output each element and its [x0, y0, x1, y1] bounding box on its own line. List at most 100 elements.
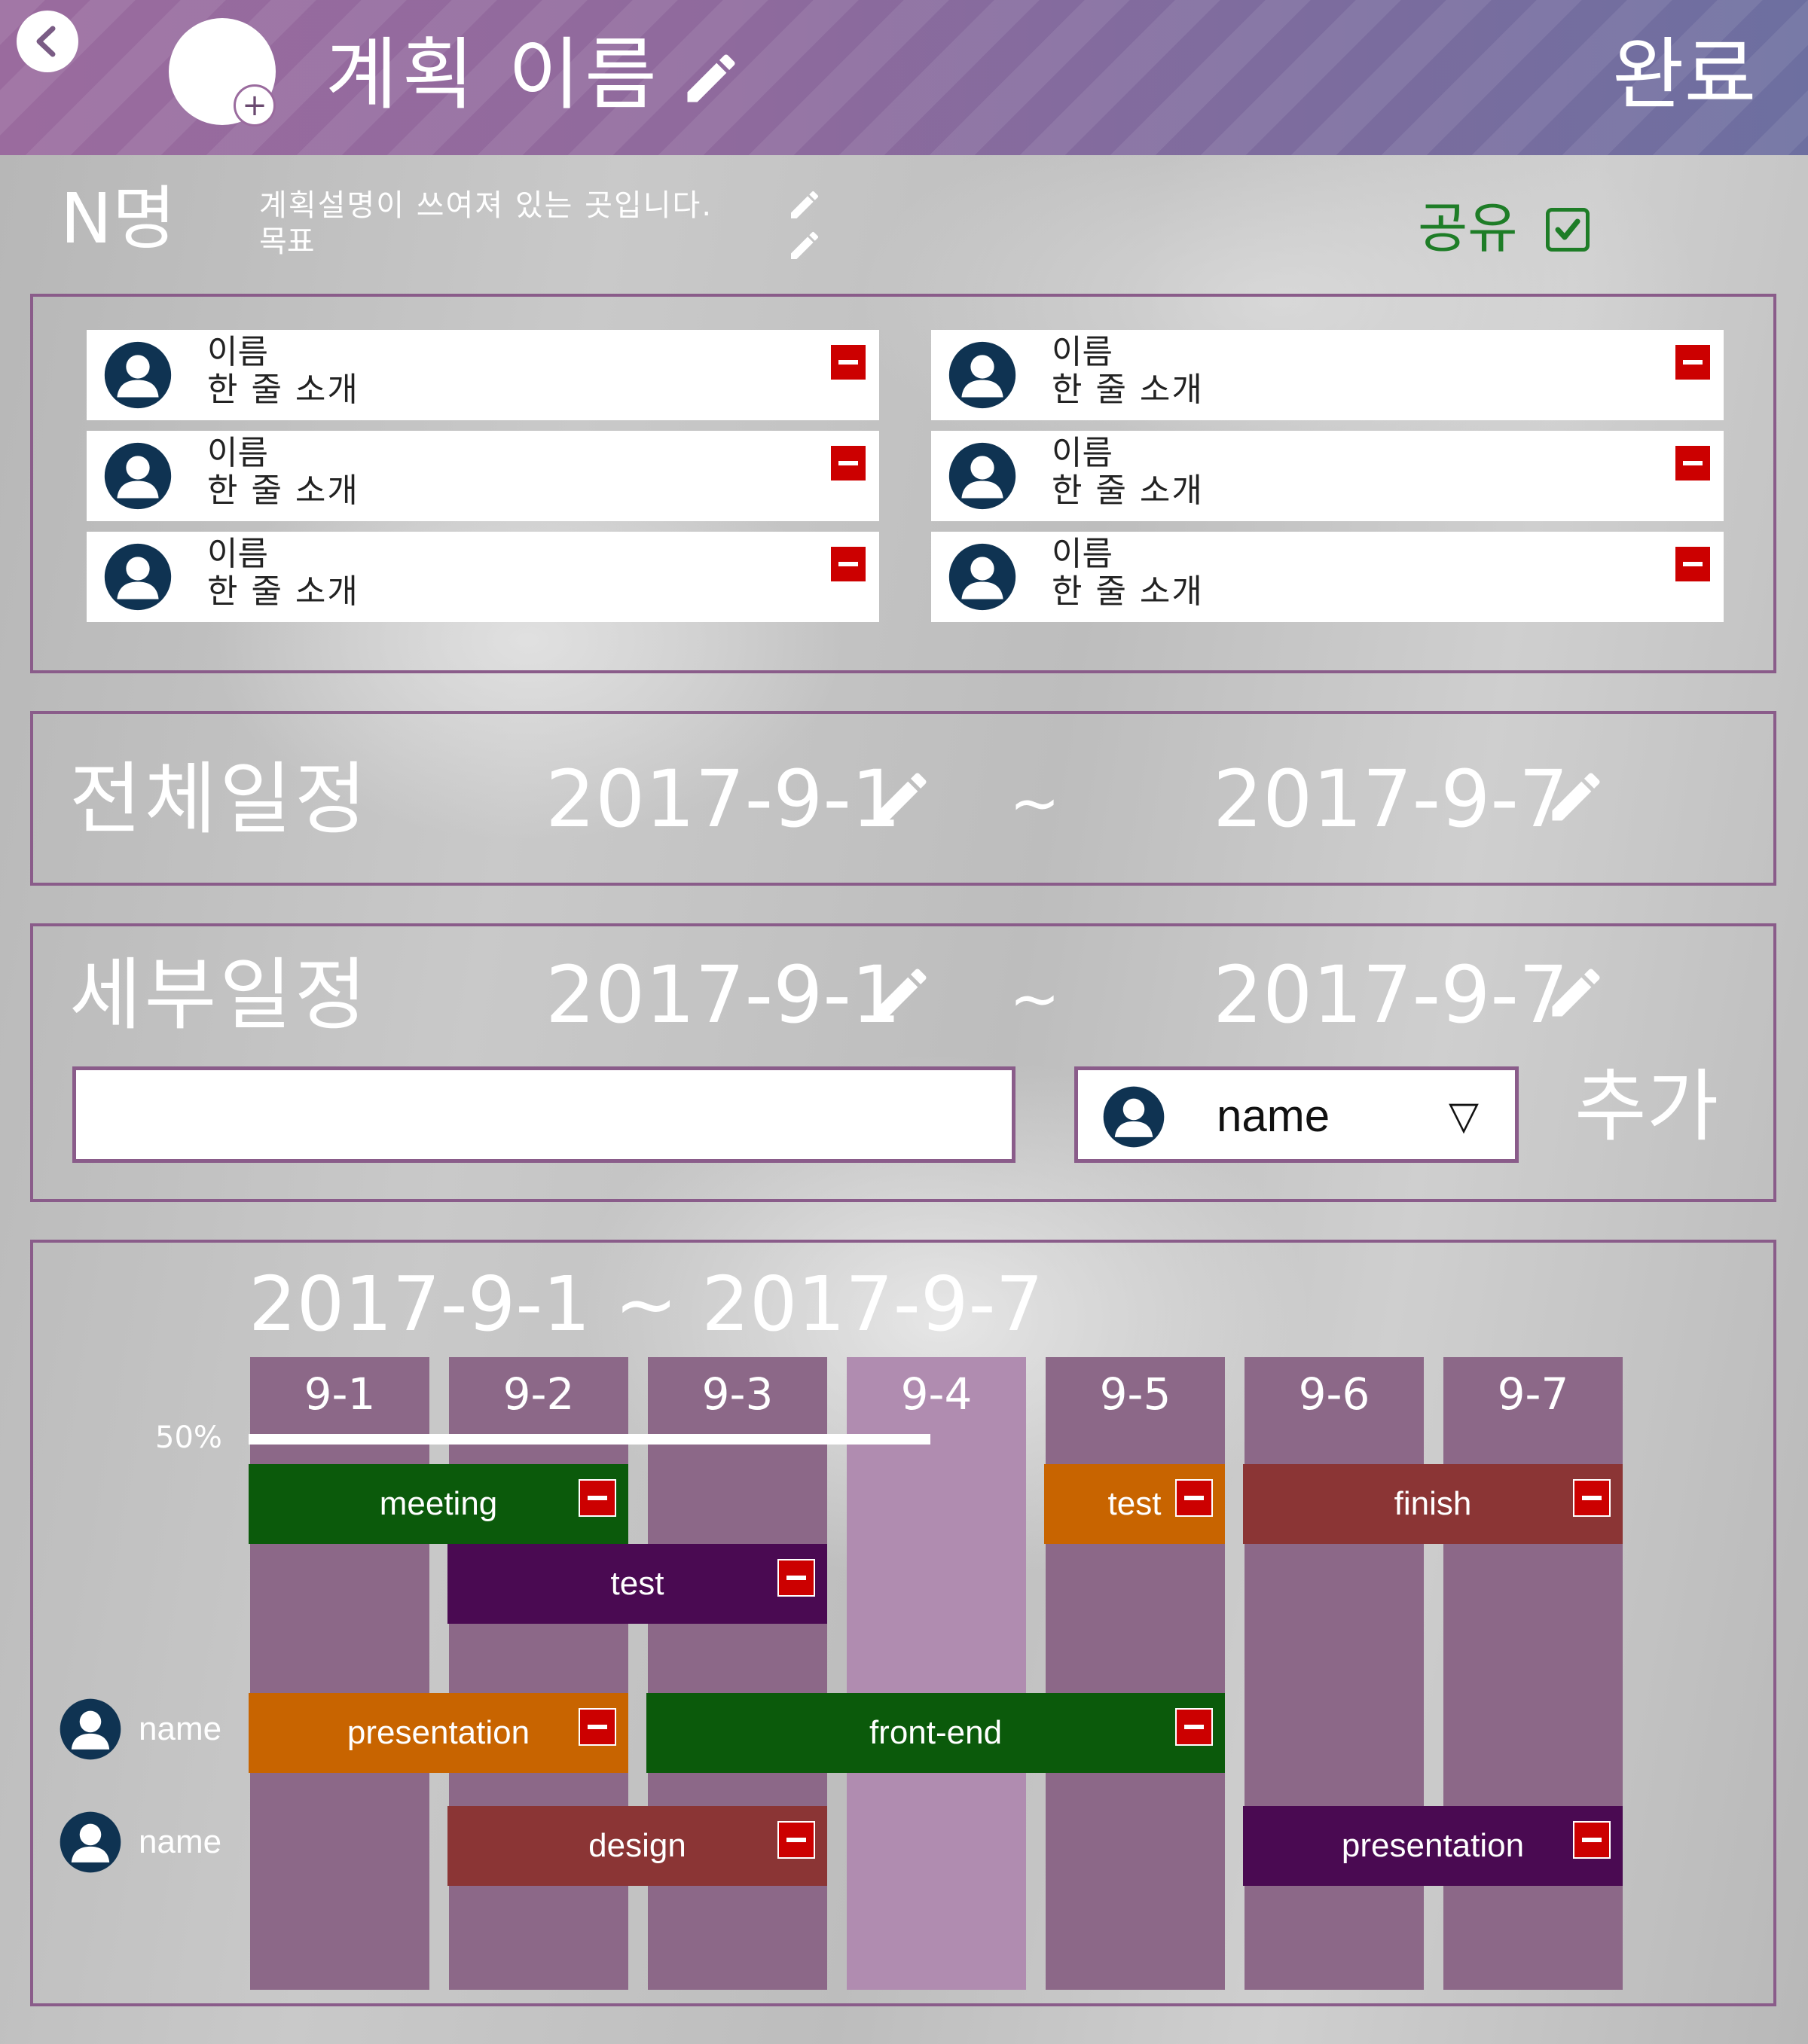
- remove-task-button[interactable]: [1175, 1479, 1213, 1517]
- task-label: presentation: [1341, 1827, 1525, 1864]
- pencil-icon: [878, 773, 927, 821]
- day-label: 9-2: [502, 1368, 575, 1420]
- task-bar[interactable]: finish: [1243, 1464, 1623, 1544]
- member-name: 이름: [1052, 333, 1113, 371]
- remove-task-button[interactable]: [579, 1479, 616, 1517]
- remove-task-button[interactable]: [1573, 1479, 1611, 1517]
- member-intro: 한 줄 소개: [207, 371, 359, 409]
- member-card[interactable]: 이름 한 줄 소개: [931, 431, 1724, 521]
- remove-task-button[interactable]: [777, 1821, 815, 1859]
- timeline-range: 2017-9-1 ~ 2017-9-7: [249, 1260, 1044, 1348]
- member-card[interactable]: 이름 한 줄 소개: [87, 330, 879, 420]
- member-name: 이름: [1052, 535, 1113, 573]
- edit-total-end-button[interactable]: [1544, 765, 1608, 831]
- detail-schedule-label: 세부일정: [69, 949, 370, 1041]
- edit-detail-start-button[interactable]: [871, 961, 934, 1027]
- task-bar[interactable]: front-end: [646, 1693, 1225, 1773]
- member-card[interactable]: 이름 한 줄 소개: [87, 431, 879, 521]
- dropdown-arrow-icon: ▽: [1449, 1094, 1479, 1139]
- task-bar[interactable]: test: [1044, 1464, 1225, 1544]
- user-avatar-icon: [60, 1698, 121, 1760]
- member-card[interactable]: 이름 한 줄 소개: [87, 532, 879, 622]
- pencil-icon: [878, 969, 927, 1017]
- task-bar[interactable]: presentation: [249, 1693, 628, 1773]
- edit-detail-end-button[interactable]: [1544, 961, 1608, 1027]
- day-label: 9-5: [1099, 1368, 1171, 1420]
- task-label: test: [610, 1565, 664, 1602]
- remove-member-button[interactable]: [1674, 343, 1712, 381]
- member-card[interactable]: 이름 한 줄 소개: [931, 330, 1724, 420]
- edit-title-button[interactable]: [680, 47, 743, 113]
- member-intro: 한 줄 소개: [1052, 471, 1204, 510]
- remove-member-button[interactable]: [1674, 545, 1712, 583]
- member-name: 이름: [207, 333, 268, 371]
- task-name-input[interactable]: [72, 1066, 1015, 1163]
- remove-member-button[interactable]: [1674, 444, 1712, 482]
- task-bar[interactable]: presentation: [1243, 1806, 1623, 1886]
- remove-task-button[interactable]: [1573, 1821, 1611, 1859]
- total-start-date: 2017-9-1: [545, 753, 902, 845]
- task-bar[interactable]: meeting: [249, 1464, 628, 1544]
- done-button[interactable]: 완료: [1612, 29, 1757, 121]
- task-label: meeting: [379, 1485, 498, 1522]
- share-label: 공유: [1418, 197, 1518, 260]
- pencil-icon: [1552, 773, 1600, 821]
- day-column: 9-1: [250, 1357, 429, 1990]
- day-label: 9-4: [900, 1368, 973, 1420]
- date-range-separator: ~: [1009, 964, 1061, 1034]
- member-name: 이름: [207, 535, 268, 573]
- detail-end-date: 2017-9-7: [1213, 949, 1569, 1041]
- task-label: design: [588, 1827, 686, 1864]
- day-column: 9-5: [1046, 1357, 1225, 1990]
- member-count: N명: [60, 178, 176, 259]
- day-column: 9-6: [1245, 1357, 1424, 1990]
- row-assignee-name: name: [139, 1823, 222, 1860]
- plan-title: 계획 이름: [325, 29, 661, 121]
- remove-task-button[interactable]: [1175, 1708, 1213, 1746]
- remove-member-button[interactable]: [829, 545, 867, 583]
- user-avatar-icon: [948, 442, 1016, 510]
- remove-member-button[interactable]: [829, 343, 867, 381]
- edit-goal-button[interactable]: [786, 227, 823, 267]
- task-bar[interactable]: design: [447, 1806, 827, 1886]
- checkmark-icon: [1555, 218, 1580, 240]
- task-label: front-end: [869, 1714, 1003, 1751]
- detail-schedule-panel: [30, 923, 1776, 1202]
- assignee-dropdown[interactable]: name ▽: [1074, 1066, 1519, 1163]
- task-bar[interactable]: test: [447, 1544, 827, 1624]
- user-avatar-icon: [104, 543, 172, 611]
- pencil-icon: [687, 54, 735, 102]
- day-column: 9-3: [648, 1357, 827, 1990]
- remove-member-button[interactable]: [829, 444, 867, 482]
- remove-task-button[interactable]: [579, 1708, 616, 1746]
- day-column: 9-2: [449, 1357, 628, 1990]
- edit-total-start-button[interactable]: [871, 765, 934, 831]
- add-image-icon[interactable]: +: [234, 84, 276, 127]
- total-schedule-label: 전체일정: [69, 753, 370, 845]
- member-intro: 한 줄 소개: [1052, 371, 1204, 409]
- share-checkbox[interactable]: [1546, 208, 1590, 252]
- member-card[interactable]: 이름 한 줄 소개: [931, 532, 1724, 622]
- user-avatar-icon: [1103, 1086, 1165, 1148]
- member-intro: 한 줄 소개: [207, 572, 359, 611]
- back-button[interactable]: [17, 11, 78, 72]
- day-column: 9-7: [1443, 1357, 1623, 1990]
- remove-task-button[interactable]: [777, 1559, 815, 1597]
- member-intro: 한 줄 소개: [1052, 572, 1204, 611]
- members-panel: [30, 294, 1776, 673]
- member-name: 이름: [207, 434, 268, 472]
- date-range-separator: ~: [1009, 768, 1061, 838]
- user-avatar-icon: [60, 1811, 121, 1873]
- edit-description-button[interactable]: [786, 187, 823, 226]
- day-label: 9-6: [1298, 1368, 1370, 1420]
- progress-fill: [249, 1434, 930, 1445]
- task-label: presentation: [347, 1714, 530, 1751]
- progress-label: 50%: [155, 1420, 222, 1455]
- assignee-selected-value: name: [1217, 1091, 1330, 1141]
- add-task-button[interactable]: 추가: [1574, 1060, 1719, 1152]
- total-schedule-panel: [30, 711, 1776, 886]
- user-avatar-icon: [104, 341, 172, 409]
- user-avatar-icon: [104, 442, 172, 510]
- day-label: 9-3: [701, 1368, 774, 1420]
- timeline-panel: [30, 1240, 1776, 2006]
